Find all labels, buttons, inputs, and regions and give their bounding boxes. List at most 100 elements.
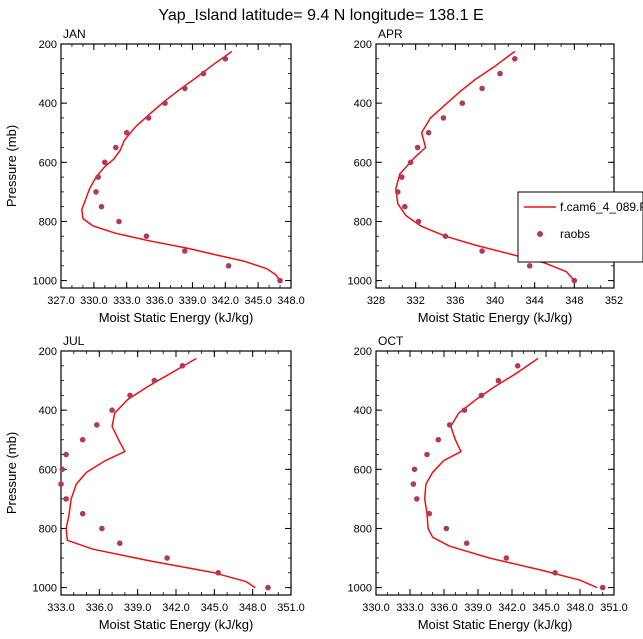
panel-oct: OCT 330.0 333.0 336.0 339.0 342.0 345.0 348.0 35… xyxy=(348,334,628,632)
raobs-point xyxy=(95,174,101,180)
raobs-point xyxy=(514,363,521,369)
raobs-point xyxy=(145,115,152,121)
raobs-point xyxy=(222,56,229,62)
raobs-point xyxy=(117,540,123,546)
y-axis-label: Pressure (mb) xyxy=(4,125,19,207)
raobs-point xyxy=(442,233,449,239)
x-tick-label: 339.0 xyxy=(179,295,207,307)
x-tick-label: 333.0 xyxy=(396,602,424,614)
y-tick-label: 400 xyxy=(39,405,57,417)
raobs-point xyxy=(162,100,168,106)
y-axis-label: Pressure (mb) xyxy=(4,432,19,514)
y-tick-label: 200 xyxy=(354,346,372,358)
y-tick-label: 800 xyxy=(39,216,57,228)
x-tick-label: 342.0 xyxy=(212,295,240,307)
raobs-point xyxy=(435,436,442,443)
raobs-point xyxy=(79,510,86,517)
raobs-point xyxy=(200,70,207,77)
model-profile-line xyxy=(65,357,256,589)
x-tick-label: 348.0 xyxy=(239,602,267,614)
raobs-point xyxy=(182,248,188,254)
raobs-point xyxy=(479,85,485,92)
raobs-point xyxy=(495,377,502,384)
raobs-point xyxy=(99,525,105,532)
raobs-point xyxy=(512,56,518,62)
raobs-point xyxy=(94,422,100,428)
panel-title: JUL xyxy=(63,334,85,348)
raobs-point xyxy=(552,570,558,576)
y-tick-label: 800 xyxy=(39,523,57,535)
raobs-point xyxy=(503,555,510,561)
y-tick-label: 600 xyxy=(354,157,372,169)
legend-obs-marker-swatch xyxy=(537,231,543,237)
x-tick-label: 351.0 xyxy=(277,602,305,614)
x-tick-label: 352 xyxy=(605,295,623,307)
panel-title: OCT xyxy=(378,334,404,348)
plot-frame xyxy=(375,350,615,596)
raobs-point xyxy=(478,392,485,399)
model-profile-line xyxy=(395,50,575,282)
x-tick-label: 339.0 xyxy=(124,602,152,614)
x-tick-label: 336.0 xyxy=(86,602,114,614)
x-tick-label: 328 xyxy=(367,295,385,307)
model-profile-line xyxy=(81,50,281,282)
raobs-point xyxy=(109,407,115,414)
y-tick-label: 600 xyxy=(354,464,372,476)
y-tick-label: 1000 xyxy=(33,276,57,288)
y-tick-label: 1000 xyxy=(33,583,57,595)
legend-obs-label: raobs xyxy=(560,227,590,241)
raobs-point xyxy=(414,144,421,151)
x-tick-label: 333.0 xyxy=(113,295,141,307)
raobs-point xyxy=(182,85,188,92)
raobs-point xyxy=(127,392,133,399)
y-tick-label: 400 xyxy=(354,405,372,417)
raobs-point xyxy=(479,248,485,254)
y-tick-label: 400 xyxy=(354,98,372,110)
figure-title: Yap_Island latitude= 9.4 N longitude= 13… xyxy=(158,7,483,24)
legend-model-label: f.cam6_4_089.FLTH xyxy=(560,200,643,214)
y-tick-label: 400 xyxy=(39,98,57,110)
raobs-point xyxy=(459,100,466,106)
raobs-point xyxy=(497,70,503,77)
raobs-point xyxy=(443,525,450,532)
raobs-point xyxy=(113,144,119,151)
raobs-point xyxy=(446,422,453,428)
raobs-point xyxy=(123,129,130,136)
x-tick-label: 330.0 xyxy=(80,295,108,307)
panel-title: APR xyxy=(378,27,403,41)
legend: f.cam6_4_089.FLTH raobs xyxy=(517,191,643,263)
model-profile-line xyxy=(423,357,598,589)
x-axis-label: Moist Static Energy (kJ/kg) xyxy=(99,617,254,632)
x-axis-label: Moist Static Energy (kJ/kg) xyxy=(418,617,573,632)
raobs-point xyxy=(58,481,64,487)
y-tick-label: 800 xyxy=(354,523,372,535)
x-tick-label: 336.0 xyxy=(430,602,458,614)
x-tick-label: 348.0 xyxy=(566,602,594,614)
raobs-point xyxy=(415,218,422,225)
panel-jul: JUL 333.0 336.0 339.0 342.0 345.0 348.0 351.0 20… xyxy=(4,334,305,632)
raobs-point xyxy=(571,277,578,284)
x-tick-label: 339.0 xyxy=(464,602,492,614)
raobs-point xyxy=(59,466,66,473)
x-tick-label: 344 xyxy=(525,295,543,307)
x-tick-label: 330.0 xyxy=(362,602,390,614)
raobs-point xyxy=(426,510,433,517)
x-tick-label: 345.0 xyxy=(244,295,272,307)
raobs-point xyxy=(116,218,122,225)
y-tick-label: 200 xyxy=(39,39,57,51)
raobs-point xyxy=(402,203,408,210)
x-tick-label: 348 xyxy=(565,295,583,307)
raobs-point xyxy=(407,159,414,166)
x-tick-label: 342.0 xyxy=(162,602,190,614)
raobs-point xyxy=(411,466,418,473)
raobs-point xyxy=(179,363,186,369)
raobs-point xyxy=(461,407,468,414)
raobs-point xyxy=(395,189,401,195)
raobs-point xyxy=(151,377,158,384)
x-axis-label: Moist Static Energy (kJ/kg) xyxy=(99,310,254,325)
x-tick-label: 351.0 xyxy=(600,602,628,614)
raobs-point xyxy=(102,159,108,166)
x-tick-label: 348.0 xyxy=(277,295,305,307)
raobs-point xyxy=(399,174,405,180)
x-axis-label: Moist Static Energy (kJ/kg) xyxy=(418,310,573,325)
